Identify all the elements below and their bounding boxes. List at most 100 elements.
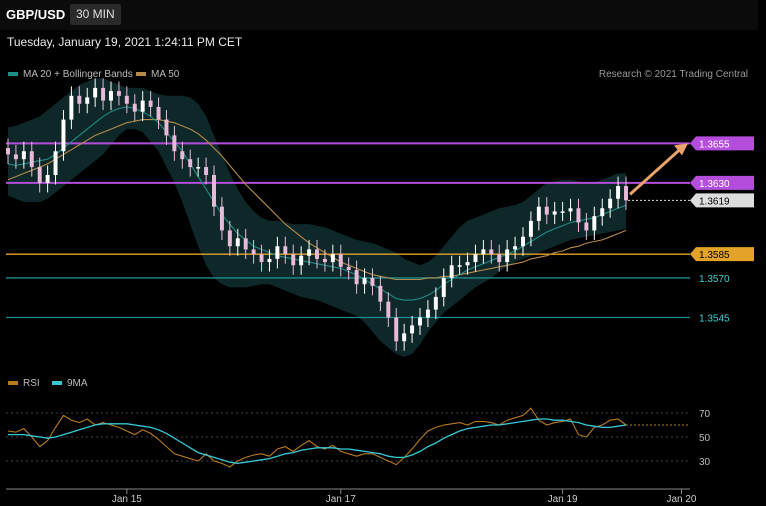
candle-body: [544, 206, 549, 215]
candle-body: [283, 246, 288, 255]
candle-body: [330, 254, 335, 263]
candle-body: [243, 238, 248, 250]
candle-body: [227, 230, 232, 247]
candle-body: [608, 198, 613, 209]
candle-body: [13, 154, 18, 160]
chart-header: [0, 0, 758, 30]
rsi-tick-label: 50: [699, 433, 711, 444]
candle-body: [489, 249, 494, 255]
candle-body: [77, 95, 82, 104]
legend-ma20-bollinger: MA 20 + Bollinger Bands: [8, 69, 133, 80]
price-label-1.3619: 1.3619: [699, 196, 730, 207]
candle-body: [235, 238, 240, 247]
price-label-1.3655: 1.3655: [699, 139, 730, 150]
candle-body: [418, 317, 422, 326]
candle-body: [449, 265, 454, 278]
candle-body: [481, 249, 486, 255]
candle-body: [37, 167, 42, 183]
candle-body: [196, 167, 201, 169]
price-tag-1.3585: [690, 247, 754, 262]
price-tag-1.3655: [690, 136, 754, 151]
candle-body: [267, 258, 272, 263]
candle-body: [362, 277, 367, 285]
candle-body: [433, 296, 438, 310]
candle-body: [109, 91, 113, 101]
candle-body: [425, 309, 430, 318]
candle-body: [568, 208, 573, 212]
candle-body: [521, 236, 525, 247]
candle-body: [473, 254, 478, 263]
candle-body: [552, 211, 557, 215]
price-tag-1.3630: [690, 175, 754, 190]
price-label-1.3545: 1.3545: [699, 314, 730, 325]
candle-body: [497, 254, 502, 263]
candle-body: [6, 148, 10, 155]
x-tick-label: Jan 19: [548, 494, 578, 505]
legend-swatch-orange: [136, 72, 146, 77]
candle-body: [576, 208, 581, 223]
candle-body: [307, 249, 312, 256]
price-label-1.3585: 1.3585: [699, 250, 730, 261]
candle-body: [69, 95, 74, 120]
candle-body: [410, 325, 415, 334]
price-label-1.3570: 1.3570: [699, 274, 730, 285]
candle-body: [204, 167, 209, 175]
legend-ma20-label: MA 20 + Bollinger Bands: [23, 69, 133, 80]
candle-body: [61, 119, 66, 152]
datetime-label: Tuesday, January 19, 2021 1:24:11 PM CET: [7, 35, 243, 49]
candle-body: [465, 262, 470, 266]
forecast-arrow-line: [628, 148, 682, 196]
legend-9ma-label: 9MA: [67, 378, 88, 389]
candle-body: [560, 211, 565, 213]
candle-body: [592, 216, 597, 231]
candle-body: [315, 249, 319, 259]
candle-body: [251, 249, 256, 255]
candle-body: [354, 270, 359, 285]
candle-body: [29, 151, 34, 168]
candle-body: [124, 95, 129, 104]
candle-body: [164, 119, 169, 136]
candle-body: [45, 175, 50, 183]
rsi-9ma-line: [8, 418, 627, 465]
candle-body: [259, 254, 264, 263]
legend-swatch-rsi: [8, 381, 18, 386]
legend-ma50-label: MA 50: [151, 69, 180, 80]
candle-body: [291, 254, 296, 266]
price-tag-1.3619: [690, 193, 754, 208]
legend-rsi-label: RSI: [23, 378, 40, 389]
rsi-line: [7, 407, 627, 468]
candle-body: [219, 206, 224, 231]
candle-body: [116, 91, 121, 96]
x-tick-label: Jan 17: [326, 494, 356, 505]
candle-body: [513, 246, 518, 250]
x-tick-label: Jan 20: [666, 494, 696, 505]
candle-body: [505, 249, 510, 263]
candle-body: [441, 277, 446, 297]
candle-body: [212, 175, 216, 207]
timeframe-button[interactable]: 30 MIN: [70, 4, 121, 25]
x-tick-label: Jan 15: [112, 494, 142, 505]
candle-body: [93, 87, 98, 98]
research-credit: Research © 2021 Trading Central: [598, 69, 748, 80]
candle-body: [188, 159, 193, 168]
candle-body: [299, 255, 304, 266]
candle-body: [370, 277, 375, 286]
candle-body: [156, 106, 161, 120]
legend-rsi: RSI: [8, 378, 40, 389]
legend-swatch-teal: [8, 72, 18, 77]
candle-body: [457, 265, 462, 267]
candle-body: [338, 254, 343, 267]
candle-body: [600, 208, 605, 217]
candle-body: [85, 97, 90, 104]
legend-9ma: 9MA: [52, 378, 88, 389]
rsi-tick-label: 70: [699, 409, 711, 420]
candle-body: [21, 151, 26, 160]
candle-body: [140, 100, 145, 112]
candle-body: [53, 151, 58, 175]
candle-body: [402, 333, 407, 342]
candle-body: [536, 206, 541, 221]
rsi-tick-label: 30: [699, 457, 711, 468]
candle-body: [378, 285, 383, 302]
